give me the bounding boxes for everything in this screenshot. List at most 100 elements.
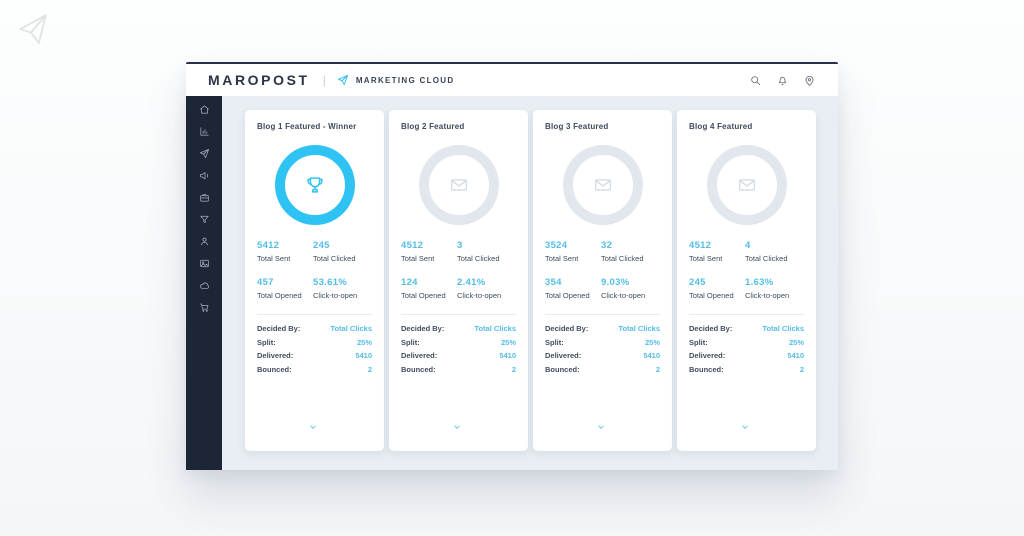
detail-label: Delivered:: [257, 351, 294, 360]
sidebar-item-commerce[interactable]: [186, 296, 222, 318]
stat-value: 354: [545, 277, 562, 288]
detail-row-delivered: Delivered: 5410: [545, 351, 660, 360]
card-details: Decided By: Total Clicks Split: 25% Deli…: [257, 324, 372, 374]
expand-card-button[interactable]: [309, 423, 321, 431]
sidebar-item-contacts[interactable]: [186, 230, 222, 252]
card-title: Blog 1 Featured - Winner: [257, 122, 357, 131]
product-name: MARKETING CLOUD: [355, 75, 455, 85]
card-title: Blog 2 Featured: [401, 122, 465, 131]
detail-label: Decided By:: [689, 324, 733, 333]
stat-total-clicked: 245 Total Clicked: [313, 240, 372, 263]
detail-value: 2: [367, 364, 372, 374]
sidebar-item-integrations[interactable]: [186, 274, 222, 296]
stat-total-clicked: 32 Total Clicked: [601, 240, 660, 263]
detail-label: Delivered:: [689, 351, 726, 360]
envelope-icon: [738, 179, 755, 191]
chevron-down-icon: [453, 425, 460, 429]
detail-row-bounced: Bounced: 2: [257, 365, 372, 374]
expand-card-button[interactable]: [741, 423, 753, 431]
app-header: MAROPOST | MARKETING CLOUD: [186, 64, 838, 96]
card-title: Blog 3 Featured: [545, 122, 609, 131]
detail-value: 5410: [787, 351, 804, 360]
stat-total-sent: 4512 Total Sent: [689, 240, 745, 263]
detail-value: 25%: [644, 337, 660, 347]
stat-label: Total Sent: [689, 254, 723, 263]
detail-value: Total Clicks: [330, 324, 372, 333]
stat-total-sent: 5412 Total Sent: [257, 240, 313, 263]
detail-value: 2: [799, 364, 804, 374]
detail-label: Split:: [689, 337, 708, 347]
campaign-card: Blog 1 Featured - Winner 5412 Total Sent…: [245, 110, 384, 451]
card-divider: [257, 314, 372, 315]
detail-value: Total Clicks: [618, 324, 660, 333]
detail-value: 2: [655, 364, 660, 374]
megaphone-icon: [199, 171, 208, 179]
chevron-down-icon: [597, 425, 604, 429]
stat-value: 32: [601, 240, 613, 251]
card-details: Decided By: Total Clicks Split: 25% Deli…: [689, 324, 804, 374]
detail-label: Bounced:: [689, 364, 724, 374]
sidebar-item-reports[interactable]: [186, 120, 222, 142]
status-ring: [706, 145, 787, 225]
card-stats: 4512 Total Sent 4 Total Clicked 245 Tota…: [689, 240, 804, 300]
expand-card-button[interactable]: [597, 423, 609, 431]
stat-click-to-open: 2.41% Click-to-open: [457, 277, 516, 300]
sidebar-item-funnels[interactable]: [186, 208, 222, 230]
briefcase-icon: [199, 193, 209, 202]
sidebar-item-media[interactable]: [186, 252, 222, 274]
detail-label: Split:: [545, 337, 564, 347]
sidebar-item-home[interactable]: [186, 98, 222, 120]
detail-row-split: Split: 25%: [545, 338, 660, 347]
stat-label: Total Opened: [689, 291, 734, 300]
stat-total-opened: 354 Total Opened: [545, 277, 601, 300]
cloud-icon: [199, 282, 209, 289]
card-stats: 5412 Total Sent 245 Total Clicked 457 To…: [257, 240, 372, 300]
stat-total-clicked: 4 Total Clicked: [745, 240, 804, 263]
detail-row-bounced: Bounced: 2: [545, 365, 660, 374]
card-title: Blog 4 Featured: [689, 122, 753, 131]
stat-total-clicked: 3 Total Clicked: [457, 240, 516, 263]
brand-wordmark: MAROPOST: [208, 72, 310, 88]
detail-label: Delivered:: [545, 351, 582, 360]
stat-value: 9.03%: [601, 277, 630, 288]
detail-label: Decided By:: [545, 324, 589, 333]
stat-label: Click-to-open: [313, 291, 358, 300]
stat-value: 457: [257, 277, 274, 288]
sidebar-item-campaigns[interactable]: [186, 142, 222, 164]
stat-value: 2.41%: [457, 277, 486, 288]
user-icon: [200, 237, 208, 245]
card-details: Decided By: Total Clicks Split: 25% Deli…: [545, 324, 660, 374]
stat-label: Total Sent: [257, 254, 291, 263]
stat-value: 245: [689, 277, 706, 288]
stat-label: Total Clicked: [313, 254, 356, 263]
detail-row-decided-by: Decided By: Total Clicks: [689, 324, 804, 333]
search-icon[interactable]: [749, 74, 762, 87]
stat-total-opened: 457 Total Opened: [257, 277, 313, 300]
stat-value: 3: [457, 240, 463, 251]
stat-value: 4512: [401, 240, 424, 251]
header-actions: [749, 74, 816, 87]
stat-label: Total Opened: [257, 291, 302, 300]
detail-value: Total Clicks: [474, 324, 516, 333]
bar-chart-icon: [199, 126, 209, 136]
window-body: Blog 1 Featured - Winner 5412 Total Sent…: [186, 96, 838, 470]
stat-total-sent: 4512 Total Sent: [401, 240, 457, 263]
campaign-card: Blog 4 Featured 4512 Total Sent 4 Total …: [677, 110, 816, 451]
stat-label: Total Opened: [401, 291, 446, 300]
expand-card-button[interactable]: [453, 423, 465, 431]
status-ring: [418, 145, 499, 225]
app-window: MAROPOST | MARKETING CLOUD: [186, 62, 838, 470]
card-stats: 4512 Total Sent 3 Total Clicked 124 Tota…: [401, 240, 516, 300]
stat-label: Total Clicked: [745, 254, 788, 263]
cards-row: Blog 1 Featured - Winner 5412 Total Sent…: [222, 96, 838, 470]
bell-icon[interactable]: [776, 74, 789, 87]
detail-label: Bounced:: [545, 364, 580, 374]
sidebar-item-announcements[interactable]: [186, 164, 222, 186]
campaign-card: Blog 3 Featured 3524 Total Sent 32 Total…: [533, 110, 672, 451]
sidebar-item-tools[interactable]: [186, 186, 222, 208]
image-icon: [199, 259, 209, 267]
location-icon[interactable]: [803, 74, 816, 87]
detail-label: Bounced:: [257, 364, 292, 374]
product-plane-icon: [337, 74, 349, 86]
stat-value: 1.63%: [745, 277, 774, 288]
